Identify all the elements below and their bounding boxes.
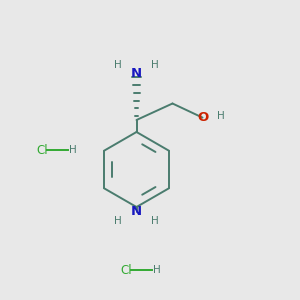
Text: Cl: Cl xyxy=(120,263,132,277)
Text: H: H xyxy=(151,59,159,70)
Text: H: H xyxy=(217,111,224,121)
Text: N: N xyxy=(131,205,142,218)
Text: H: H xyxy=(69,145,77,155)
Text: H: H xyxy=(114,215,122,226)
Text: Cl: Cl xyxy=(36,143,48,157)
Text: H: H xyxy=(153,265,161,275)
Text: H: H xyxy=(114,59,122,70)
Text: O: O xyxy=(197,111,208,124)
Text: N: N xyxy=(131,67,142,80)
Text: H: H xyxy=(151,215,159,226)
